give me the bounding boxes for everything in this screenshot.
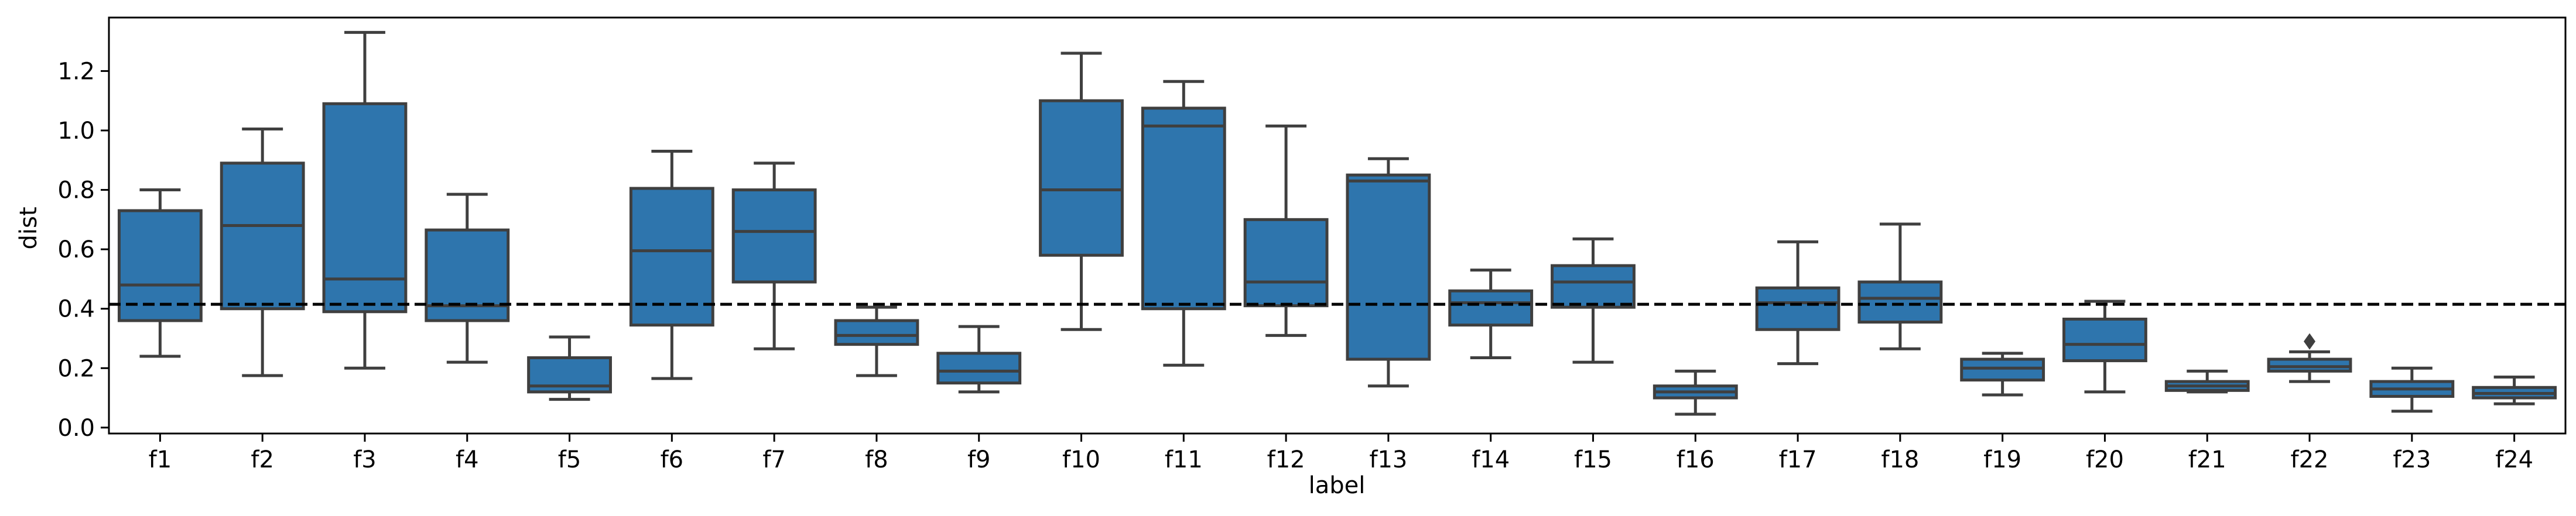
- box-f11: [1141, 106, 1226, 311]
- x-tick-label: f10: [1062, 446, 1100, 473]
- box-f2: [220, 161, 305, 311]
- x-tick-label: f7: [762, 446, 786, 473]
- x-tick-label: f19: [1983, 446, 2021, 473]
- y-tick-label: 0.6: [57, 236, 95, 263]
- box-f13: [1346, 173, 1431, 361]
- y-axis-label: dist: [15, 207, 42, 249]
- box-f1: [117, 209, 203, 322]
- x-tick-label: f6: [661, 446, 684, 473]
- box-f3: [322, 102, 408, 314]
- box-f12: [1243, 218, 1329, 308]
- x-tick-label: f16: [1677, 446, 1715, 473]
- axes-frame: [108, 16, 2567, 435]
- x-tick-label: f17: [1779, 446, 1817, 473]
- box-f9: [936, 352, 1022, 385]
- x-tick-label: f14: [1472, 446, 1510, 473]
- plot-area: 0.0 0.2 0.4 0.6 0.8 1.0 1.2 f1 f2 f3 f4 f5 f6 f7 f8 f9 f…: [57, 16, 2567, 473]
- box-f22: [2267, 357, 2352, 373]
- y-tick-label: 0.8: [57, 177, 95, 204]
- box-f19: [1960, 357, 2045, 382]
- box-f7: [731, 188, 817, 284]
- x-tick-label: f2: [251, 446, 274, 473]
- x-tick-label: f8: [865, 446, 888, 473]
- box-f15: [1551, 264, 1636, 309]
- y-tick-label: 0.0: [57, 415, 95, 442]
- x-tick-label: f3: [353, 446, 377, 473]
- x-axis-label: label: [1309, 472, 1366, 499]
- x-tick-label: f23: [2393, 446, 2431, 473]
- box-f6: [629, 187, 714, 327]
- x-tick-label: f21: [2188, 446, 2226, 473]
- x-tick-label: f12: [1267, 446, 1305, 473]
- flier-f22: [2304, 333, 2316, 350]
- x-tick-label: f20: [2086, 446, 2124, 473]
- y-tick-label: 1.0: [57, 118, 95, 145]
- box-f17: [1755, 286, 1841, 331]
- y-tick-label: 0.4: [57, 296, 95, 323]
- y-tick-label: 1.2: [57, 58, 95, 85]
- x-tick-label: f9: [967, 446, 991, 473]
- y-tick-label: 0.2: [57, 355, 95, 382]
- x-tick-label: f5: [558, 446, 581, 473]
- box-f18: [1857, 280, 1943, 324]
- box-f20: [2062, 317, 2147, 363]
- x-tick-label: f13: [1369, 446, 1407, 473]
- x-tick-label: f22: [2291, 446, 2329, 473]
- x-tick-label: f15: [1574, 446, 1612, 473]
- box-f14: [1448, 289, 1534, 327]
- x-tick-label: f18: [1881, 446, 1919, 473]
- box-f10: [1039, 99, 1124, 257]
- box-f8: [834, 319, 919, 346]
- x-tick-label: f4: [456, 446, 479, 473]
- x-tick-label: f11: [1165, 446, 1203, 473]
- x-tick-label: f24: [2495, 446, 2533, 473]
- x-tick-label: f1: [149, 446, 172, 473]
